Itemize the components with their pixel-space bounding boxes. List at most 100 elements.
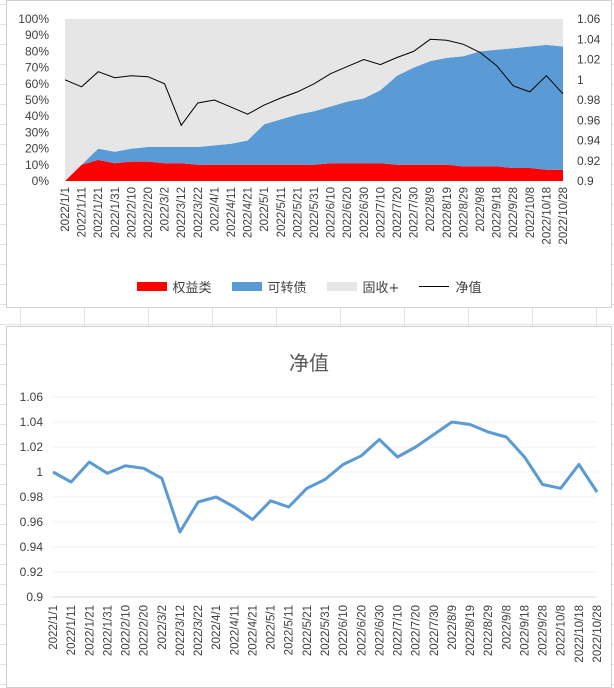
x-tick-label: 2022/3/12 <box>176 187 188 238</box>
x-tick-label: 2022/2/20 <box>143 187 155 238</box>
y-left-tick-label: 80% <box>25 44 49 58</box>
x-tick-label: 2022/6/20 <box>342 187 354 238</box>
x-tick-label: 2022/5/1 <box>266 605 278 650</box>
x-tick-label: 2022/4/1 <box>211 605 223 650</box>
x-tick-label: 2022/4/21 <box>243 187 255 238</box>
x-tick-label: 2022/7/10 <box>393 605 405 656</box>
x-tick-label: 2022/10/28 <box>558 187 570 245</box>
x-tick-label: 2022/7/20 <box>392 187 404 238</box>
x-tick-label: 2022/1/21 <box>84 605 96 656</box>
x-tick-label: 2022/8/29 <box>483 605 495 656</box>
area-series-2 <box>65 19 563 181</box>
y-right-tick-label: 0.9 <box>577 174 594 188</box>
x-tick-label: 2022/3/22 <box>193 187 205 238</box>
x-tick-label: 2022/7/30 <box>409 187 421 238</box>
x-tick-label: 2022/2/10 <box>126 187 138 238</box>
x-tick-label: 2022/2/20 <box>139 605 151 656</box>
legend-label-fixed-income: 固收+ <box>362 281 400 296</box>
y-right-tick-label: 0.94 <box>577 134 601 148</box>
x-tick-label: 2022/10/18 <box>541 187 553 245</box>
legend-swatch-equity <box>136 282 167 291</box>
y-left-tick-label: 20% <box>25 142 49 156</box>
y-tick-label: 1.02 <box>20 440 44 454</box>
allocation-legend: 权益类 可转债 固收+ 净值 <box>7 277 611 296</box>
x-tick-label: 2022/5/31 <box>320 605 332 656</box>
y-left-tick-label: 0% <box>32 174 50 188</box>
allocation-chart[interactable]: 0% 10% 20% 30% 40% 50% 60% 70% 80% 90% 100% 0.9 0.92… <box>6 0 612 308</box>
x-tick-label: 2022/10/18 <box>574 605 586 663</box>
y-left-tick-label: 50% <box>25 93 49 107</box>
y-left-tick-label: 90% <box>25 28 49 42</box>
nav-chart-title: 净值 <box>289 351 329 375</box>
x-tick-label: 2022/5/31 <box>309 187 321 238</box>
legend-label-convertible: 可转债 <box>267 281 307 296</box>
y-left-tick-label: 70% <box>25 61 49 75</box>
y-right-tick-label: 1.06 <box>577 12 601 26</box>
y-right-tick-label: 0.96 <box>577 113 601 127</box>
y-tick-label: 0.94 <box>20 540 44 554</box>
y-tick-label: 1.06 <box>20 390 44 404</box>
legend-swatch-fixed-income <box>326 282 357 291</box>
y-left-tick-label: 40% <box>25 109 49 123</box>
x-tick-label: 2022/10/28 <box>592 605 604 663</box>
x-tick-label: 2022/6/30 <box>359 187 371 238</box>
legend-item-convertible: 可转债 <box>231 277 307 296</box>
x-tick-label: 2022/1/11 <box>66 605 78 655</box>
x-tick-label: 2022/7/20 <box>411 605 423 656</box>
x-tick-label: 2022/5/1 <box>259 187 271 232</box>
x-tick-label: 2022/9/28 <box>508 187 520 238</box>
y-right-tick-label: 0.92 <box>577 154 601 168</box>
x-tick-label: 2022/4/1 <box>209 187 221 232</box>
y-right-tick-label: 1.02 <box>577 53 601 67</box>
y-right-tick-label: 1.04 <box>577 32 601 46</box>
x-tick-label: 2022/9/28 <box>538 605 550 656</box>
x-tick-label: 2022/3/2 <box>160 187 172 232</box>
x-tick-label: 2022/7/10 <box>375 187 387 238</box>
area-series-0 <box>65 159 563 181</box>
y-right-tick-label: 1 <box>577 73 584 87</box>
area-series-1 <box>65 44 563 182</box>
x-tick-label: 2022/9/18 <box>492 187 504 238</box>
legend-label-nav: 净值 <box>455 281 482 296</box>
y-tick-label: 0.98 <box>20 490 44 504</box>
x-tick-label: 2022/10/8 <box>525 187 537 238</box>
x-tick-label: 2022/2/10 <box>121 605 133 656</box>
x-tick-label: 2022/5/11 <box>284 605 296 655</box>
y-tick-label: 1 <box>36 465 43 479</box>
nav-line-series <box>64 38 564 127</box>
x-tick-label: 2022/9/18 <box>519 605 531 656</box>
nav-chart[interactable]: 净值 0.9 0.92 0.94 0.96 0.98 1 1.02 1.04 1.06 2022/… <box>6 326 612 688</box>
x-tick-label: 2022/10/8 <box>556 605 568 656</box>
legend-swatch-nav <box>419 286 450 287</box>
x-tick-label: 2022/3/12 <box>175 605 187 656</box>
y-left-tick-label: 30% <box>25 125 49 139</box>
x-tick-label: 2022/8/9 <box>447 605 459 650</box>
x-tick-label: 2022/1/31 <box>110 187 122 238</box>
allocation-chart-svg: 0% 10% 20% 30% 40% 50% 60% 70% 80% 90% 100% 0.9 0.92… <box>18 12 601 245</box>
y-tick-label: 0.92 <box>20 565 44 579</box>
legend-label-equity: 权益类 <box>172 281 212 296</box>
x-tick-label: 2022/9/8 <box>501 605 513 650</box>
legend-item-fixed-income: 固收+ <box>326 277 400 296</box>
x-tick-label: 2022/6/30 <box>374 605 386 656</box>
x-tick-label: 2022/4/21 <box>247 605 259 656</box>
x-tick-label: 2022/3/2 <box>157 605 169 650</box>
x-tick-label: 2022/5/21 <box>292 187 304 238</box>
x-tick-label: 2022/1/1 <box>48 605 60 650</box>
nav-line <box>52 420 599 534</box>
x-tick-label: 2022/6/20 <box>356 605 368 656</box>
x-tick-label: 2022/8/19 <box>465 605 477 656</box>
x-tick-label: 2022/8/9 <box>425 187 437 232</box>
y-left-tick-label: 100% <box>18 12 49 26</box>
x-tick-label: 2022/4/11 <box>229 605 241 655</box>
x-tick-label: 2022/1/1 <box>60 187 72 232</box>
x-tick-label: 2022/1/31 <box>102 605 114 656</box>
x-tick-label: 2022/3/22 <box>193 605 205 656</box>
x-tick-label: 2022/5/21 <box>302 605 314 656</box>
x-tick-label: 2022/8/29 <box>458 187 470 238</box>
nav-chart-svg: 0.9 0.92 0.94 0.96 0.98 1 1.02 1.04 1.06 2022/1/1… <box>20 390 604 663</box>
y-right-tick-label: 0.98 <box>577 93 601 107</box>
legend-item-nav: 净值 <box>419 277 481 296</box>
x-tick-label: 2022/7/30 <box>429 605 441 656</box>
x-tick-label: 2022/8/19 <box>442 187 454 238</box>
